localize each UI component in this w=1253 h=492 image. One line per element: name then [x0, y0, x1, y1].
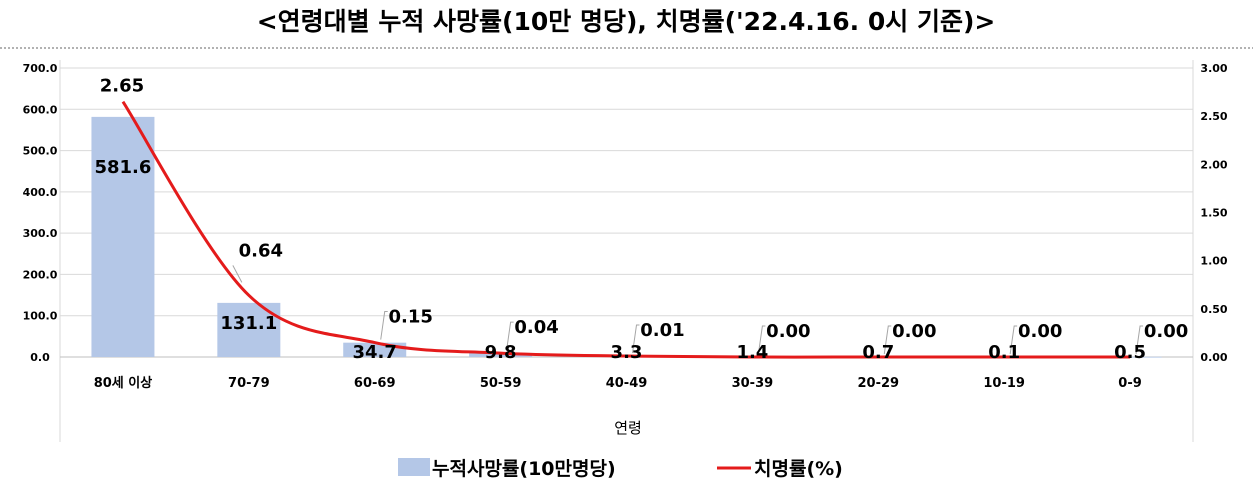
left-y-tick-label: 0.0 — [30, 351, 50, 364]
legend: 누적사망률(10만명당) 치명률(%) — [398, 458, 843, 480]
right-y-tick-label: 1.50 — [1200, 207, 1227, 220]
left-y-tick-label: 500.0 — [23, 145, 58, 158]
right-y-tick-label: 0.50 — [1200, 303, 1227, 316]
x-axis-category-label: 50-59 — [480, 376, 522, 391]
left-y-tick-label: 200.0 — [23, 268, 58, 281]
right-y-axis: 0.00 0.50 1.00 1.50 2.00 2.50 3.00 — [1200, 62, 1227, 364]
legend-bar-swatch — [398, 458, 430, 476]
left-y-tick-label: 400.0 — [23, 186, 58, 199]
line-label-leader — [380, 311, 388, 340]
line-data-label: 0.64 — [239, 240, 283, 261]
chart-title: <연령대별 누적 사망률(10만 명당), 치명률('22.4.16. 0시 기… — [257, 7, 996, 36]
line-label-leader — [506, 321, 514, 351]
line-series — [121, 100, 1131, 359]
left-y-tick-label: 100.0 — [23, 310, 58, 323]
line-label-leader — [1009, 325, 1018, 355]
x-axis-category-label: 0-9 — [1118, 376, 1142, 391]
bar-data-label: 0.7 — [862, 342, 894, 363]
x-axis-category-label: 70-79 — [228, 376, 270, 391]
legend-line-label: 치명률(%) — [754, 458, 843, 480]
x-axis-category-label: 80세 이상 — [94, 375, 153, 391]
line-series-path — [121, 100, 1131, 359]
right-y-tick-label: 2.50 — [1200, 110, 1227, 123]
bar-data-labels: 581.6 131.1 34.7 9.8 3.3 1.4 0.7 0.1 0.5 — [94, 157, 1146, 363]
line-label-leader — [883, 325, 892, 355]
right-y-tick-label: 1.00 — [1200, 255, 1227, 268]
x-axis-title: 연령 — [614, 419, 642, 437]
x-axis-categories: 80세 이상 70-79 60-69 50-59 40-49 30-39 20-29 10-1… — [94, 375, 1142, 391]
bar-data-label: 34.7 — [353, 342, 397, 363]
x-axis-category-label: 10-19 — [983, 376, 1025, 391]
line-data-label: 0.01 — [640, 320, 684, 341]
line-label-leaders — [232, 265, 1144, 355]
line-label-leader — [232, 265, 243, 283]
left-y-tick-label: 700.0 — [23, 62, 58, 75]
bar-data-label: 0.5 — [1114, 342, 1146, 363]
bar-data-label: 1.4 — [736, 342, 768, 363]
line-data-label: 0.00 — [1018, 321, 1062, 342]
x-axis-category-label: 20-29 — [857, 376, 899, 391]
line-data-label: 2.65 — [100, 76, 144, 97]
bar-data-label: 131.1 — [220, 313, 277, 334]
right-y-tick-label: 0.00 — [1200, 351, 1227, 364]
x-axis-category-label: 40-49 — [606, 376, 648, 391]
line-label-leader — [1135, 325, 1144, 355]
right-y-tick-label: 3.00 — [1200, 62, 1227, 75]
bar-data-label: 581.6 — [94, 157, 151, 178]
left-y-axis: 0.0 100.0 200.0 300.0 400.0 500.0 600.0 700.0 — [23, 62, 58, 364]
line-label-leader — [632, 324, 640, 354]
legend-bar-label: 누적사망률(10만명당) — [432, 458, 616, 480]
left-y-tick-label: 600.0 — [23, 103, 58, 116]
bar-data-label: 9.8 — [485, 342, 517, 363]
right-y-tick-label: 2.00 — [1200, 158, 1227, 171]
bar-data-label: 0.1 — [988, 342, 1020, 363]
line-data-label: 0.00 — [892, 321, 936, 342]
x-axis-category-label: 30-39 — [732, 376, 774, 391]
x-axis-category-label: 60-69 — [354, 376, 396, 391]
left-y-tick-label: 300.0 — [23, 227, 58, 240]
line-data-labels: 2.65 0.64 0.15 0.04 0.01 0.00 0.00 0.00 0.00 — [100, 76, 1189, 342]
bar — [91, 116, 155, 357]
bar-data-label: 3.3 — [611, 342, 643, 363]
line-label-leader — [757, 325, 766, 355]
line-data-label: 0.00 — [1144, 321, 1188, 342]
bar — [469, 352, 533, 357]
line-data-label: 0.15 — [389, 307, 433, 328]
gridlines — [60, 67, 1193, 317]
line-data-label: 0.00 — [766, 321, 810, 342]
line-data-label: 0.04 — [514, 317, 558, 338]
